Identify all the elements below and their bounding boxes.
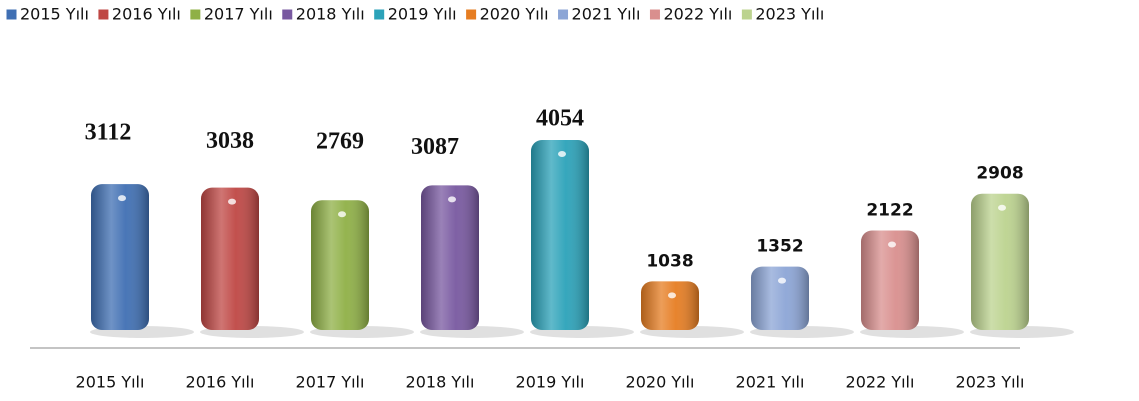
x-tick-label: 2022 Yılı [846,373,915,392]
bar-highlight [228,198,236,205]
bar-highlight [778,277,786,284]
legend-label: 2019 Yılı [388,5,457,24]
bar-highlight [668,292,676,299]
data-label: 1038 [646,251,693,271]
legend-label: 2018 Yılı [296,5,365,24]
x-tick-label: 2018 Yılı [406,373,475,392]
data-label: 1352 [756,237,803,257]
legend-label: 2021 Yılı [572,5,641,24]
bar-shine [751,266,809,330]
x-tick-label: 2020 Yılı [626,373,695,392]
legend-label: 2023 Yılı [755,5,824,24]
legend-swatch [189,8,202,21]
legend-swatch [281,8,294,21]
x-tick-label: 2015 Yılı [76,373,145,392]
x-tick-label: 2019 Yılı [516,373,585,392]
data-label: 3112 [85,120,132,146]
x-tick-label: 2017 Yılı [296,373,365,392]
legend-label: 2017 Yılı [204,5,273,24]
bar-shine [91,184,149,330]
legend-swatch [557,8,570,21]
bar-highlight [558,151,566,157]
bar-shine [861,230,919,330]
bar-highlight [998,204,1006,211]
data-label: 2122 [866,201,913,221]
data-label: 2769 [316,129,364,155]
bar-shine [421,185,479,330]
bar-highlight [448,196,456,203]
bar-shine [201,187,259,330]
legend-swatch [373,8,386,21]
legend-swatch [97,8,110,21]
data-label: 4054 [536,106,584,132]
legend-label: 2015 Yılı [20,5,89,24]
data-label: 3038 [206,128,254,154]
bar-shine [641,281,699,330]
bar-highlight [338,211,346,218]
data-label: 3087 [411,134,459,160]
legend-swatch [740,8,753,21]
bar-shine [311,200,369,330]
legend-label: 2016 Yılı [112,5,181,24]
legend-swatch [465,8,478,21]
bar-highlight [118,195,126,202]
bar-shine [531,140,589,330]
legend-swatch [5,8,18,21]
bar-shine [971,193,1029,330]
bar-highlight [888,241,896,248]
x-tick-label: 2016 Yılı [186,373,255,392]
legend-label: 2020 Yılı [480,5,549,24]
data-label: 2908 [976,164,1023,184]
legend-swatch [648,8,661,21]
legend-label: 2022 Yılı [663,5,732,24]
x-tick-label: 2021 Yılı [736,373,805,392]
x-tick-label: 2023 Yılı [956,373,1025,392]
